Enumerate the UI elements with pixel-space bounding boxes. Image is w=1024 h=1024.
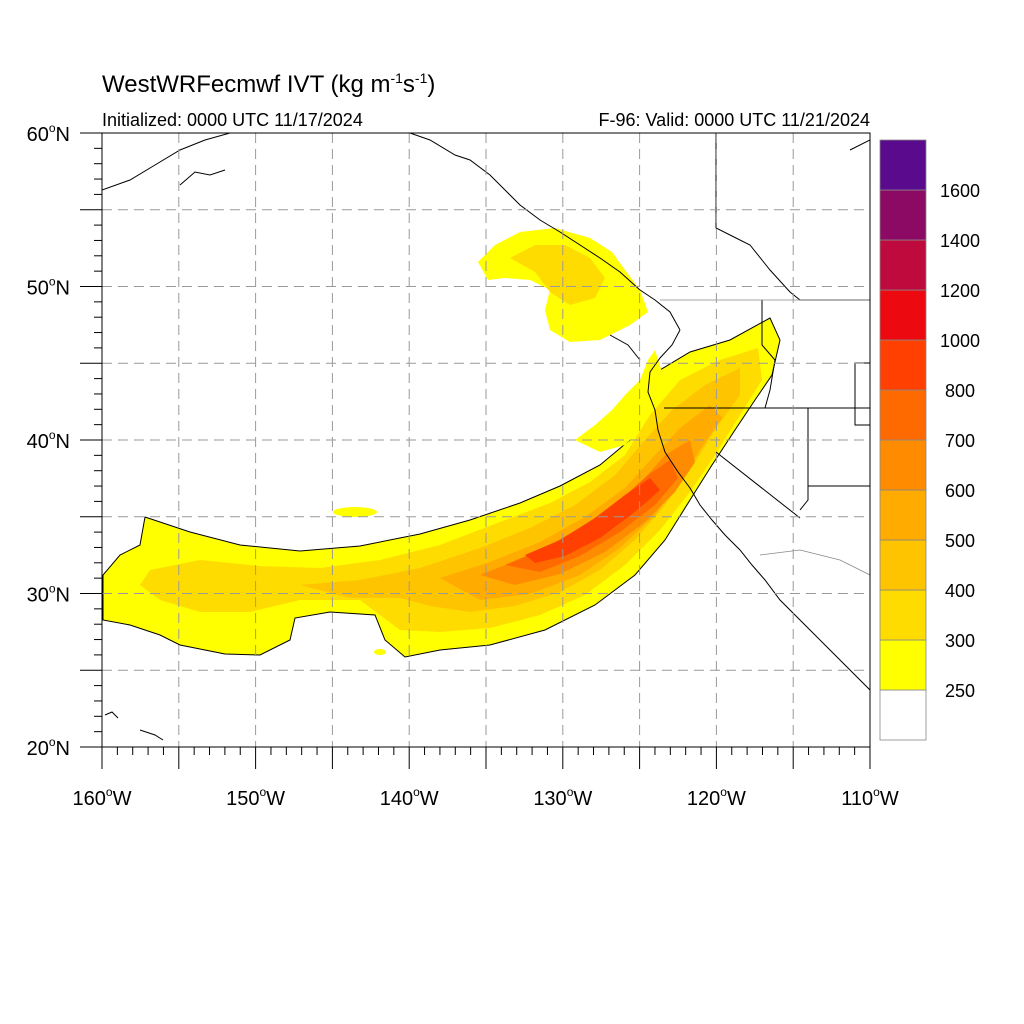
colorbar-swatch <box>879 239 927 291</box>
axis-labels: 160oW 150oW 140oW 130oW 120oW 110oW 60oN 50oN 40… <box>27 121 899 810</box>
ivt-coastal-tongue <box>575 350 662 452</box>
x-tick-label: 140oW <box>380 785 439 810</box>
y-tick-label: 40oN <box>27 428 70 453</box>
ivt-field <box>102 133 870 741</box>
init-time-label: Initialized: 0000 UTC 11/17/2024 <box>102 110 363 130</box>
colorbar-label: 1200 <box>940 281 980 301</box>
valid-time-label: F-96: Valid: 0000 UTC 11/21/2024 <box>598 110 871 130</box>
x-tick-label: 160oW <box>73 785 132 810</box>
ivt-contour-600 <box>480 440 695 585</box>
colorbar-swatch <box>879 689 927 741</box>
colorbar-swatch <box>879 639 927 691</box>
graticule <box>102 133 870 747</box>
colorbar-label: 250 <box>945 681 975 701</box>
axis-ticks <box>80 132 871 769</box>
colorbar-label: 1000 <box>940 331 980 351</box>
colorbar: 250 300 400 500 600 700 800 1000 1200 1400 1600 <box>879 139 980 741</box>
colorbar-swatch <box>879 539 927 591</box>
ivt-patch <box>374 649 386 655</box>
x-tick-label: 120oW <box>687 785 746 810</box>
coastlines <box>102 133 870 741</box>
ivt-patch <box>333 507 377 517</box>
x-tick-label: 150oW <box>226 785 285 810</box>
colorbar-label: 400 <box>945 581 975 601</box>
ivt-northern-blob-inner <box>510 245 605 305</box>
ivt-patch <box>108 604 132 620</box>
colorbar-label: 1400 <box>940 231 980 251</box>
country-border <box>660 299 870 576</box>
colorbar-label: 500 <box>945 531 975 551</box>
y-tick-label: 50oN <box>27 275 70 300</box>
colorbar-swatch <box>879 439 927 491</box>
y-tick-label: 60oN <box>27 121 70 146</box>
colorbar-label: 300 <box>945 631 975 651</box>
colorbar-swatch <box>879 489 927 541</box>
colorbar-swatch <box>879 289 927 341</box>
colorbar-label: 800 <box>945 381 975 401</box>
colorbar-swatch <box>879 589 927 641</box>
colorbar-label: 1600 <box>940 181 980 201</box>
colorbar-label: 700 <box>945 431 975 451</box>
colorbar-swatch <box>879 189 927 241</box>
x-tick-label: 110oW <box>841 785 899 810</box>
ivt-contour-700 <box>505 460 678 572</box>
colorbar-swatch <box>879 139 927 191</box>
y-tick-label: 30oN <box>27 582 70 607</box>
colorbar-swatch <box>879 389 927 441</box>
colorbar-swatch <box>879 339 927 391</box>
ivt-contour-800 <box>525 478 660 563</box>
x-tick-label: 130oW <box>533 785 592 810</box>
chart-title: WestWRFecmwf IVT (kg m-1s-1) <box>102 70 436 98</box>
y-tick-label: 20oN <box>27 735 70 760</box>
colorbar-label: 600 <box>945 481 975 501</box>
state-borders <box>664 133 870 519</box>
